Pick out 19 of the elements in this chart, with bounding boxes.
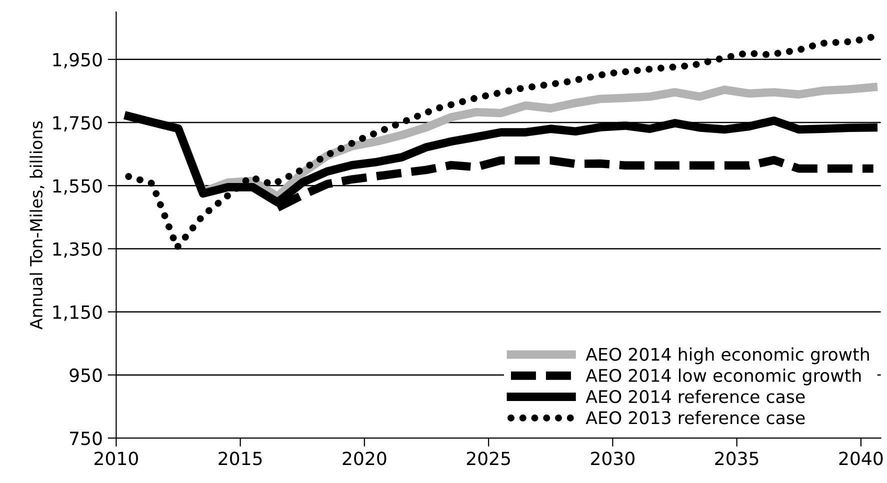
y-tick-label: 1,950 [53,52,102,68]
y-tick-label: 950 [70,368,102,382]
y-tick-label: 1,550 [53,179,102,195]
x-tick-label: 2010 [94,452,138,466]
x-tick-label: 2030 [591,452,634,466]
legend-label: AEO 2014 high economic growth [586,347,869,364]
x-tick-label: 2040 [839,452,883,466]
legend-label: AEO 2014 reference case [586,390,805,404]
x-tick-label: 2020 [342,452,386,466]
y-tick-label: 1,750 [53,116,102,132]
legend-label: AEO 2014 low economic growth [586,368,861,386]
y-tick-label: 1,150 [53,305,102,321]
x-tick-label: 2025 [466,452,510,466]
y-axis-title: Annual Ton-Miles, billions [30,121,44,330]
legend-label: AEO 2013 reference case [586,410,805,424]
x-tick-label: 2015 [218,452,262,466]
x-tick-label: 2035 [715,452,758,466]
y-tick-label: 750 [70,432,102,446]
y-tick-label: 1,350 [53,242,102,258]
